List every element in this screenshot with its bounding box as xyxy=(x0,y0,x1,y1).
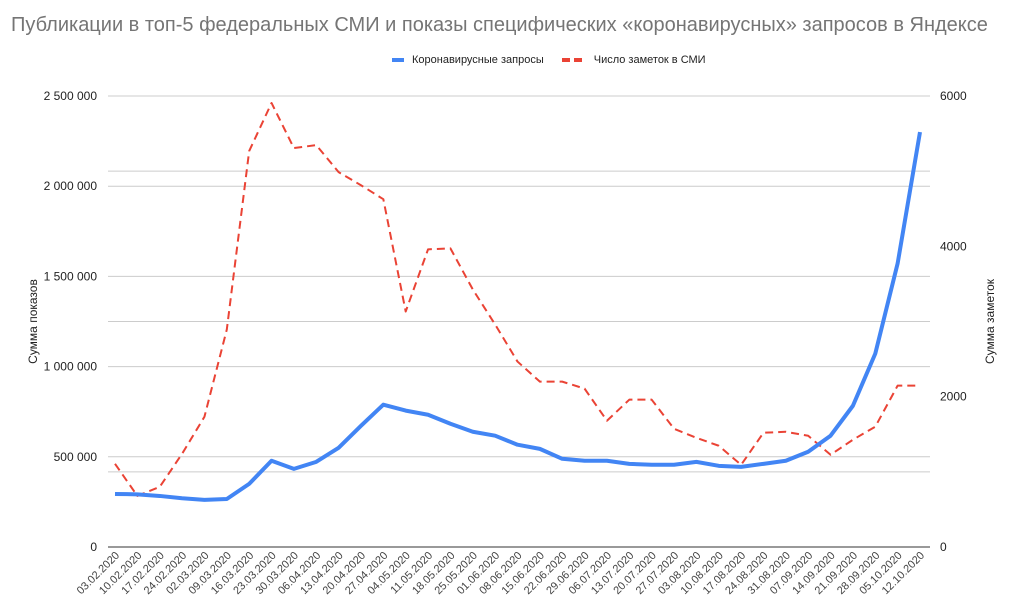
series-line-queries[interactable] xyxy=(114,131,922,502)
y-right-axis-title: Сумма заметок xyxy=(983,278,997,364)
y-axis-title: Сумма показов xyxy=(26,279,40,364)
legend-item-articles[interactable]: Число заметок в СМИ xyxy=(561,54,706,66)
solid-line-swatch-icon xyxy=(392,58,404,62)
y-tick-label: 0 xyxy=(90,540,97,554)
legend-label: Коронавирусные запросы xyxy=(412,54,544,66)
y-right-tick-label: 4000 xyxy=(940,239,967,253)
y-tick-label: 1 500 000 xyxy=(44,269,98,283)
y-tick-label: 1 000 000 xyxy=(44,360,98,374)
y-tick-label: 2 500 000 xyxy=(44,89,98,103)
legend-item-queries[interactable]: Коронавирусные запросы xyxy=(392,54,544,66)
series-line-articles[interactable] xyxy=(114,101,920,497)
y-right-tick-label: 6000 xyxy=(940,89,967,103)
y-tick-label: 2 000 000 xyxy=(44,179,98,193)
y-right-tick-label: 0 xyxy=(940,540,947,554)
y-tick-label: 500 000 xyxy=(54,450,98,464)
y-right-tick-label: 2000 xyxy=(940,390,967,404)
legend-label: Число заметок в СМИ xyxy=(593,54,706,66)
chart-title: Публикации в топ-5 федеральных СМИ и пок… xyxy=(11,14,988,36)
dashed-line-swatch-icon xyxy=(561,58,586,62)
legend: Коронавирусные запросы Число заметок в С… xyxy=(392,54,724,66)
